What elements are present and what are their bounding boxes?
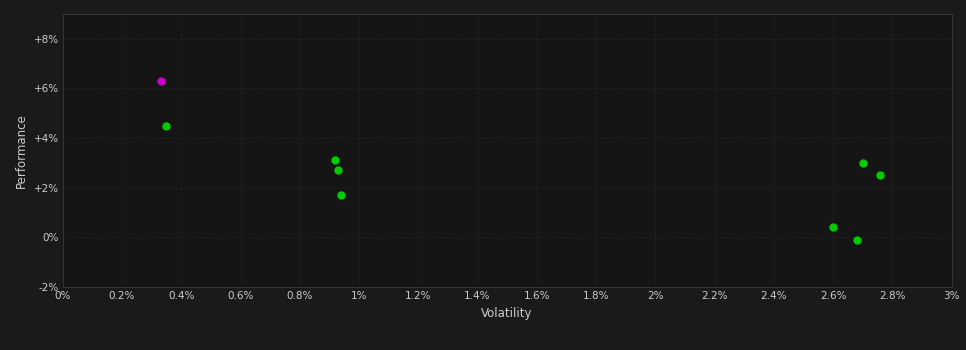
Point: [333, 193, 349, 198]
Point: [849, 237, 865, 243]
Y-axis label: Performance: Performance: [14, 113, 28, 188]
Point: [872, 173, 888, 178]
Point: [855, 160, 870, 166]
Point: [825, 225, 840, 230]
Point: [330, 168, 346, 173]
Point: [158, 123, 174, 128]
Point: [327, 158, 343, 163]
X-axis label: Volatility: Volatility: [481, 307, 533, 320]
Point: [153, 78, 168, 84]
